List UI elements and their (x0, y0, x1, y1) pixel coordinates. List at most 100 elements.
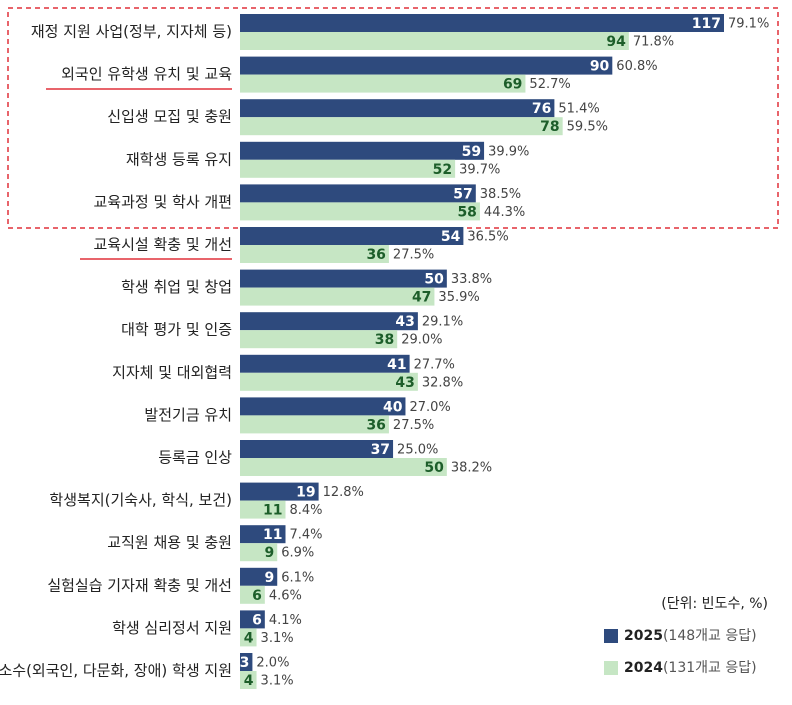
bar (240, 269, 447, 288)
value-label: 9 (264, 570, 274, 586)
share-label: 3.1% (261, 674, 294, 689)
bar (240, 202, 480, 221)
bar (240, 354, 410, 373)
share-label: 27.0% (409, 400, 450, 415)
share-label: 6.1% (281, 570, 314, 585)
bar (240, 245, 389, 263)
share-label: 29.0% (401, 333, 442, 348)
bar (240, 397, 406, 416)
share-label: 27.5% (393, 418, 434, 433)
share-label: 7.4% (290, 528, 323, 543)
share-label: 35.9% (438, 290, 479, 305)
category-label: 등록금 인상 (158, 449, 232, 467)
share-label: 27.5% (393, 248, 434, 263)
bar (240, 330, 398, 349)
category-label: 학생 심리정서 지원 (112, 619, 232, 637)
category-label: 학생 취업 및 창업 (121, 278, 232, 296)
share-label: 71.8% (633, 35, 674, 50)
category-label: 소수(외국인, 다문화, 장애) 학생 지원 (0, 662, 232, 680)
bar (240, 159, 456, 178)
bar (240, 415, 389, 434)
category-label: 실험실습 기자재 확충 및 개선 (47, 576, 232, 594)
legend-name: 2024 (624, 660, 663, 676)
value-label: 11 (263, 503, 282, 519)
legend-swatch (604, 629, 618, 643)
bar (240, 312, 418, 331)
value-label: 52 (433, 162, 452, 178)
share-label: 36.5% (467, 230, 508, 245)
value-label: 78 (540, 119, 559, 135)
value-label: 6 (252, 588, 262, 604)
value-label: 36 (366, 417, 385, 433)
value-label: 47 (412, 290, 431, 306)
share-label: 29.1% (422, 315, 463, 330)
value-label: 4 (244, 673, 254, 689)
bar (240, 14, 724, 32)
share-label: 3.1% (261, 631, 294, 646)
bar (240, 372, 418, 391)
bar (240, 482, 319, 501)
value-label: 76 (532, 101, 551, 117)
value-label: 69 (503, 77, 522, 93)
value-label: 43 (395, 314, 414, 330)
share-label: 27.7% (414, 357, 455, 372)
value-label: 6 (252, 612, 262, 628)
value-label: 58 (457, 204, 476, 220)
share-label: 32.8% (422, 375, 463, 390)
bar (240, 440, 394, 458)
value-label: 57 (453, 186, 472, 202)
category-label: 재학생 등록 유지 (126, 150, 232, 168)
value-label: 38 (375, 332, 394, 348)
bar (240, 567, 278, 586)
bar (240, 99, 555, 118)
category-label: 교육과정 및 학사 개편 (93, 193, 232, 211)
bar (240, 628, 257, 647)
category-label: 대학 평가 및 인증 (121, 321, 232, 339)
value-label: 50 (424, 460, 444, 476)
legend-respondents: (148개교 응답) (663, 628, 757, 644)
value-label: 117 (692, 16, 721, 32)
share-label: 38.2% (451, 461, 492, 476)
value-label: 11 (263, 527, 282, 543)
legend-swatch (604, 661, 618, 675)
bar (240, 525, 286, 544)
legend-label: 2025(148개교 응답) (624, 628, 757, 644)
value-label: 4 (244, 630, 254, 646)
share-label: 38.5% (480, 187, 521, 202)
value-label: 94 (606, 34, 626, 50)
share-label: 8.4% (290, 503, 323, 518)
bar (240, 184, 476, 203)
share-label: 12.8% (323, 485, 364, 500)
share-label: 4.1% (269, 613, 302, 628)
category-label: 학생복지(기숙사, 학식, 보건) (49, 491, 232, 509)
bar (240, 141, 485, 160)
share-label: 52.7% (529, 77, 570, 92)
share-label: 79.1% (728, 17, 769, 32)
category-label: 지자체 및 대외협력 (112, 363, 232, 381)
bar (240, 56, 613, 75)
category-label: 교육시설 확충 및 개선 (93, 236, 232, 254)
category-label: 외국인 유학생 유치 및 교육 (61, 65, 232, 83)
category-label: 신입생 모집 및 충원 (107, 108, 232, 126)
share-label: 60.8% (616, 59, 657, 74)
value-label: 59 (462, 144, 481, 160)
bar (240, 653, 253, 671)
share-label: 4.6% (269, 588, 302, 603)
bar (240, 117, 563, 136)
share-label: 2.0% (256, 656, 289, 671)
legend-respondents: (131개교 응답) (663, 660, 757, 676)
value-label: 50 (424, 272, 444, 288)
value-label: 19 (296, 485, 315, 501)
value-label: 90 (590, 59, 610, 75)
bar (240, 32, 629, 50)
bar (240, 610, 265, 629)
share-label: 33.8% (451, 272, 492, 287)
bar (240, 458, 447, 476)
category-label: 발전기금 유치 (144, 406, 232, 424)
bar (240, 585, 265, 604)
bar (240, 500, 286, 519)
category-label: 재정 지원 사업(정부, 지자체 등) (31, 23, 232, 41)
bar (240, 543, 278, 562)
